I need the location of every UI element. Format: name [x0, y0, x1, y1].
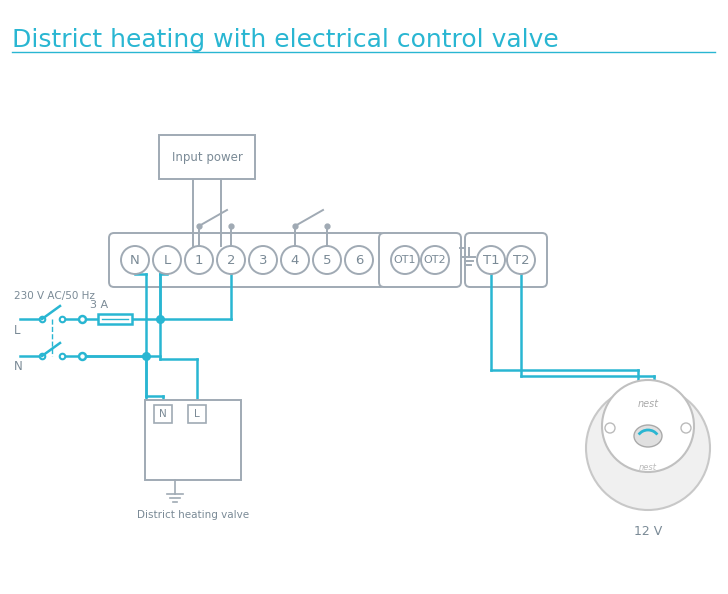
FancyBboxPatch shape — [98, 314, 132, 324]
Text: L: L — [14, 324, 20, 336]
Text: 6: 6 — [355, 254, 363, 267]
FancyBboxPatch shape — [109, 233, 385, 287]
Text: OT2: OT2 — [424, 255, 446, 265]
Text: N: N — [159, 409, 167, 419]
FancyBboxPatch shape — [159, 135, 255, 179]
Text: 4: 4 — [290, 254, 299, 267]
Circle shape — [507, 246, 535, 274]
Text: L: L — [163, 254, 170, 267]
Text: 12 V: 12 V — [634, 525, 662, 538]
Text: N: N — [130, 254, 140, 267]
FancyBboxPatch shape — [379, 233, 461, 287]
Bar — [154, 405, 172, 423]
Circle shape — [421, 246, 449, 274]
Text: T1: T1 — [483, 254, 499, 267]
Text: 5: 5 — [323, 254, 331, 267]
Circle shape — [217, 246, 245, 274]
Circle shape — [249, 246, 277, 274]
Text: District heating with electrical control valve: District heating with electrical control… — [12, 28, 559, 52]
Circle shape — [121, 246, 149, 274]
Circle shape — [586, 386, 710, 510]
Circle shape — [281, 246, 309, 274]
Text: 2: 2 — [226, 254, 235, 267]
Circle shape — [153, 246, 181, 274]
Text: 3 A: 3 A — [90, 300, 108, 310]
Ellipse shape — [634, 425, 662, 447]
Text: 1: 1 — [195, 254, 203, 267]
Text: nest: nest — [638, 399, 659, 409]
FancyBboxPatch shape — [465, 233, 547, 287]
Bar — [188, 405, 206, 423]
Circle shape — [602, 380, 694, 472]
Text: T2: T2 — [513, 254, 529, 267]
Circle shape — [313, 246, 341, 274]
Text: Input power: Input power — [172, 150, 242, 163]
Bar — [145, 400, 241, 480]
Circle shape — [345, 246, 373, 274]
Circle shape — [185, 246, 213, 274]
Text: N: N — [14, 359, 23, 372]
Text: 230 V AC/50 Hz: 230 V AC/50 Hz — [14, 291, 95, 301]
Text: nest: nest — [639, 463, 657, 472]
Text: L: L — [194, 409, 200, 419]
Text: District heating valve: District heating valve — [137, 510, 249, 520]
Circle shape — [391, 246, 419, 274]
Text: OT1: OT1 — [394, 255, 416, 265]
Text: 3: 3 — [258, 254, 267, 267]
Circle shape — [477, 246, 505, 274]
